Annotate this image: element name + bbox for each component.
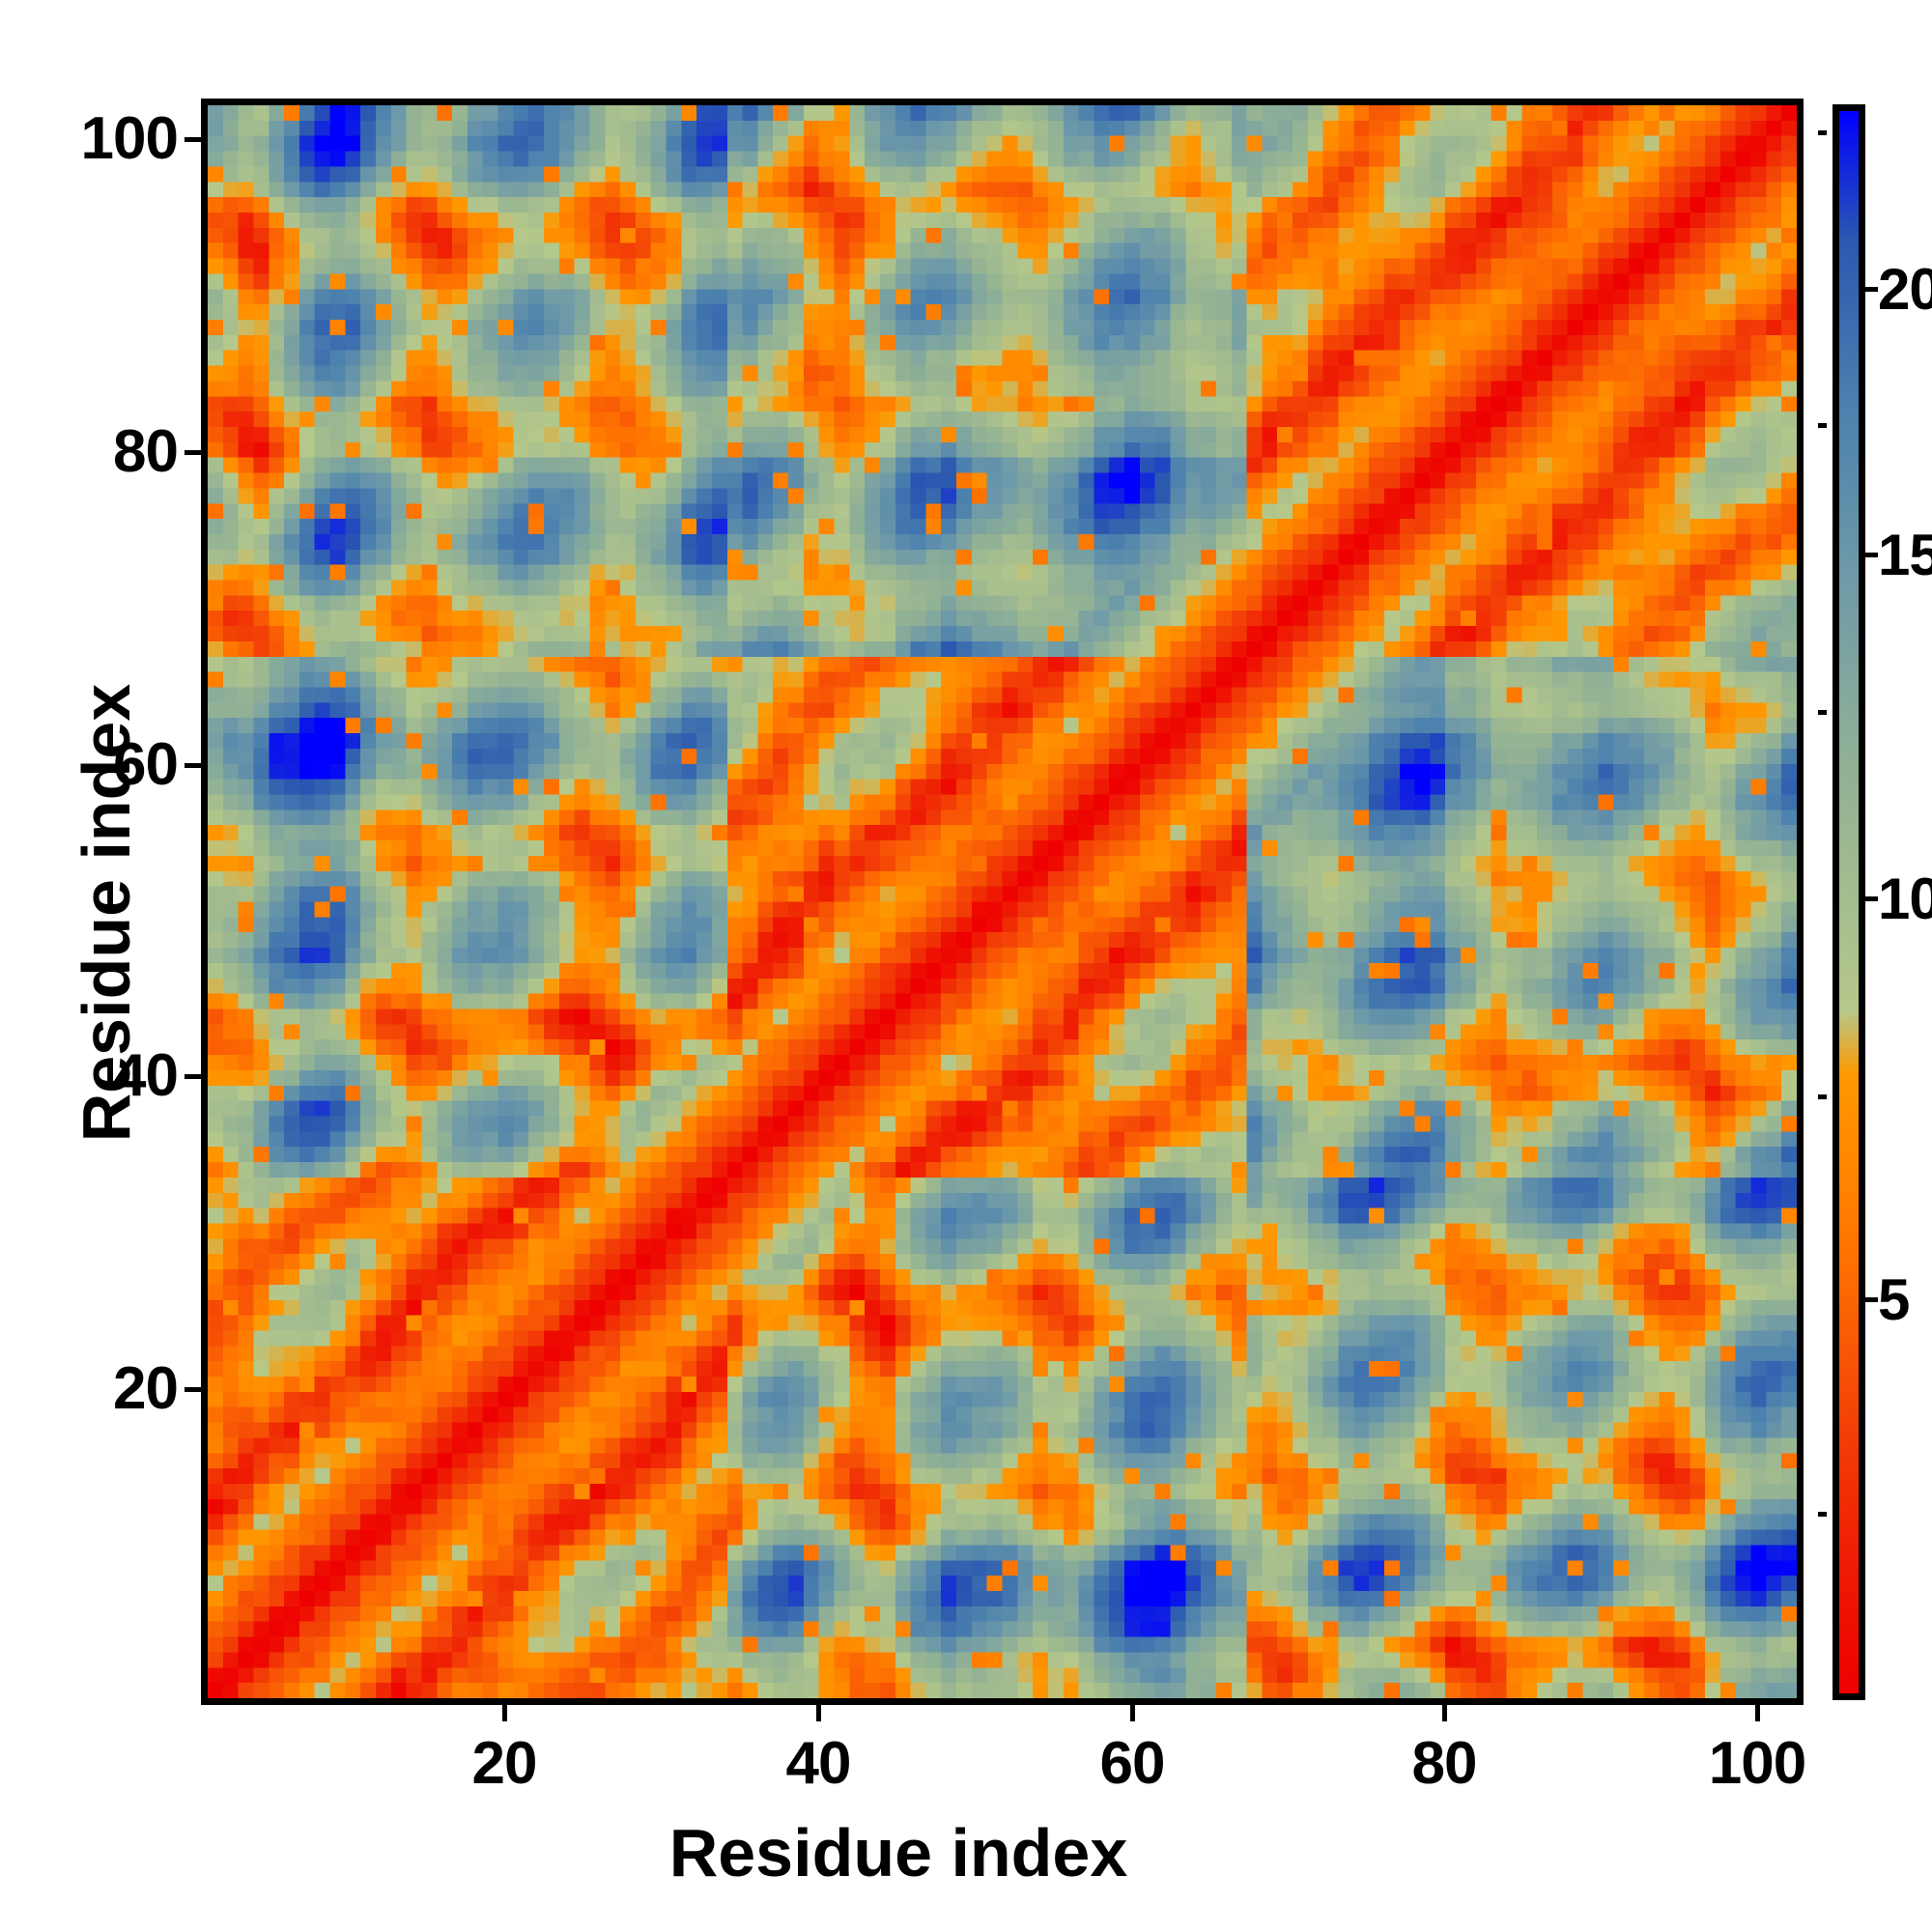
colorbar-tick-5 [1865, 1297, 1878, 1302]
x-axis-title-text: Residue index [668, 1815, 1128, 1890]
y-ticklabel-60: 60 [113, 731, 179, 798]
y-axis-title: Residue index [69, 683, 144, 1143]
x-ticklabel-60: 60 [1099, 1730, 1166, 1797]
colorbar-minor-tick-7_5 [1818, 1094, 1827, 1099]
y-tick-80 [185, 450, 201, 455]
x-tick-60 [1130, 1705, 1135, 1721]
colorbar-gradient [1839, 111, 1859, 1693]
colorbar-minor-tick-2_5 [1818, 1512, 1827, 1517]
residue-contact-heatmap [208, 105, 1797, 1698]
colorbar-label-10: 10 [1878, 867, 1932, 931]
y-tick-60 [185, 763, 201, 768]
y-tick-40 [185, 1074, 201, 1079]
x-axis-title: Residue index [0, 1814, 1932, 1891]
y-ticklabel-20: 20 [113, 1355, 179, 1422]
heatmap-plot-area [201, 99, 1804, 1705]
colorbar-tick-20 [1865, 287, 1878, 292]
y-ticklabel-80: 80 [113, 418, 179, 485]
colorbar-label-15: 15 [1878, 523, 1932, 587]
colorbar-label-5: 5 [1878, 1267, 1910, 1332]
y-tick-100 [185, 137, 201, 142]
x-tick-100 [1755, 1705, 1760, 1721]
colorbar-minor-tick-17_5 [1818, 423, 1827, 428]
colorbar-tick-15 [1865, 553, 1878, 557]
colorbar-minor-tick-22_5 [1818, 130, 1827, 135]
colorbar-label-20: 20 [1878, 257, 1932, 322]
x-tick-80 [1442, 1705, 1447, 1721]
y-ticklabel-100: 100 [80, 105, 179, 172]
x-tick-40 [816, 1705, 821, 1721]
x-ticklabel-40: 40 [785, 1730, 852, 1797]
colorbar [1833, 104, 1865, 1700]
y-tick-20 [185, 1387, 201, 1392]
y-ticklabel-40: 40 [113, 1042, 179, 1109]
colorbar-minor-tick-12_5 [1818, 710, 1827, 715]
x-tick-20 [502, 1705, 507, 1721]
x-ticklabel-100: 100 [1708, 1730, 1806, 1797]
colorbar-tick-10 [1865, 896, 1878, 901]
x-ticklabel-80: 80 [1411, 1730, 1478, 1797]
x-ticklabel-20: 20 [471, 1730, 538, 1797]
